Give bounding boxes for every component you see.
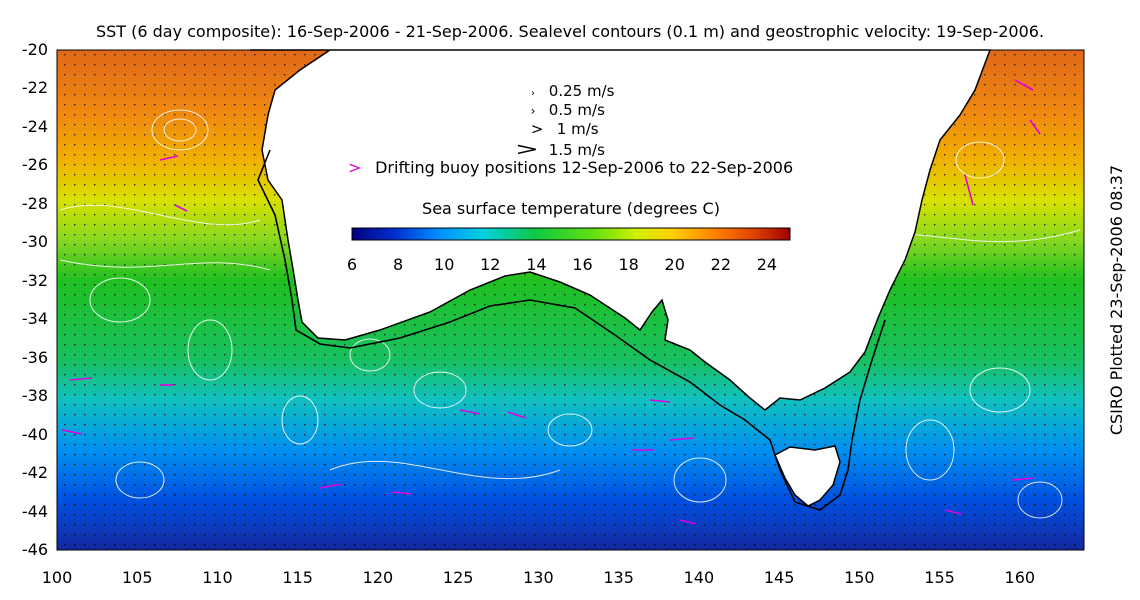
x-tick-label: 150: [844, 568, 875, 587]
y-tick-label: -30: [21, 232, 48, 252]
x-tick-label: 115: [282, 568, 313, 587]
colorbar-tick-label: 10: [434, 255, 455, 274]
y-tick-label: -20: [21, 40, 48, 59]
vector-legend-label: 1 m/s: [556, 120, 599, 138]
vector-legend-label: 0.25 m/s: [548, 82, 615, 100]
x-tick-label: 140: [683, 568, 715, 587]
vector-legend-label: 0.5 m/s: [548, 101, 605, 119]
y-tick-label: -40: [21, 424, 48, 444]
figure-title: SST (6 day composite): 16-Sep-2006 - 21-…: [95, 22, 1045, 41]
y-tick-label: -22: [21, 78, 48, 98]
colorbar-tick-label: 18: [618, 255, 639, 274]
arrow-icon: >: [530, 120, 544, 138]
vector-legend-label: 1.5 m/s: [548, 141, 605, 159]
arrow-icon: ›: [530, 104, 536, 118]
plot-credit: CSIRO Plotted 23-Sep-2006 08:37: [1107, 164, 1126, 436]
arrow-icon: >: [514, 139, 540, 160]
colorbar-tick-label: 24: [756, 255, 778, 274]
colorbar-tick-label: 14: [526, 255, 547, 274]
x-tick-label: 105: [121, 568, 153, 587]
x-tick-label: 125: [442, 568, 474, 587]
colorbar-tick-label: 20: [664, 255, 685, 274]
buoy-legend: > Drifting buoy positions 12-Sep-2006 to…: [348, 158, 793, 177]
x-tick-label: 135: [603, 568, 634, 587]
buoy-legend-label: Drifting buoy positions 12-Sep-2006 to 2…: [375, 158, 794, 177]
x-tick-label: 100: [41, 568, 73, 587]
y-tick-label: -26: [21, 155, 48, 175]
y-tick-label: -28: [21, 193, 48, 213]
y-tick-label: -36: [21, 347, 48, 367]
x-tick-label: 120: [362, 568, 394, 587]
vector-legend-025: › 0.25 m/s: [522, 82, 614, 100]
plot-frame: [56, 49, 1085, 551]
colorbar-title: Sea surface temperature (degrees C): [422, 199, 720, 218]
colorbar-tick-label: 12: [480, 255, 501, 274]
sealevel-contours: [59, 109, 1081, 519]
y-tick-label: -42: [21, 463, 48, 483]
y-tick-label: -34: [21, 309, 48, 329]
x-tick-label: 130: [523, 568, 554, 587]
y-tick-label: -46: [21, 540, 48, 559]
x-tick-label: 160: [1004, 568, 1036, 587]
buoy-tracks: [61, 79, 1041, 525]
colorbar-tick-label: 16: [572, 255, 593, 274]
y-tick-label: -38: [21, 386, 48, 406]
y-tick-label: -24: [21, 116, 48, 136]
x-tick-label: 155: [924, 568, 955, 587]
y-tick-label: -44: [21, 501, 48, 521]
y-tick-label: -32: [21, 270, 48, 290]
vector-legend-05: › 0.5 m/s: [522, 101, 605, 119]
colorbar-tick-label: 22: [710, 255, 731, 274]
vector-legend-15: > 1.5 m/s: [510, 139, 605, 160]
colorbar: [351, 227, 791, 241]
x-tick-label: 145: [763, 568, 795, 587]
buoy-marker-icon: >: [348, 158, 362, 177]
shelf-isobath: [257, 149, 886, 511]
colorbar-tick-label: 8: [393, 255, 404, 274]
tasmania: [774, 445, 841, 507]
colorbar-tick-label: 6: [346, 255, 358, 274]
arrow-icon: ›: [531, 88, 535, 99]
vector-legend-1: > 1 m/s: [522, 120, 599, 138]
x-tick-label: 110: [202, 568, 233, 587]
